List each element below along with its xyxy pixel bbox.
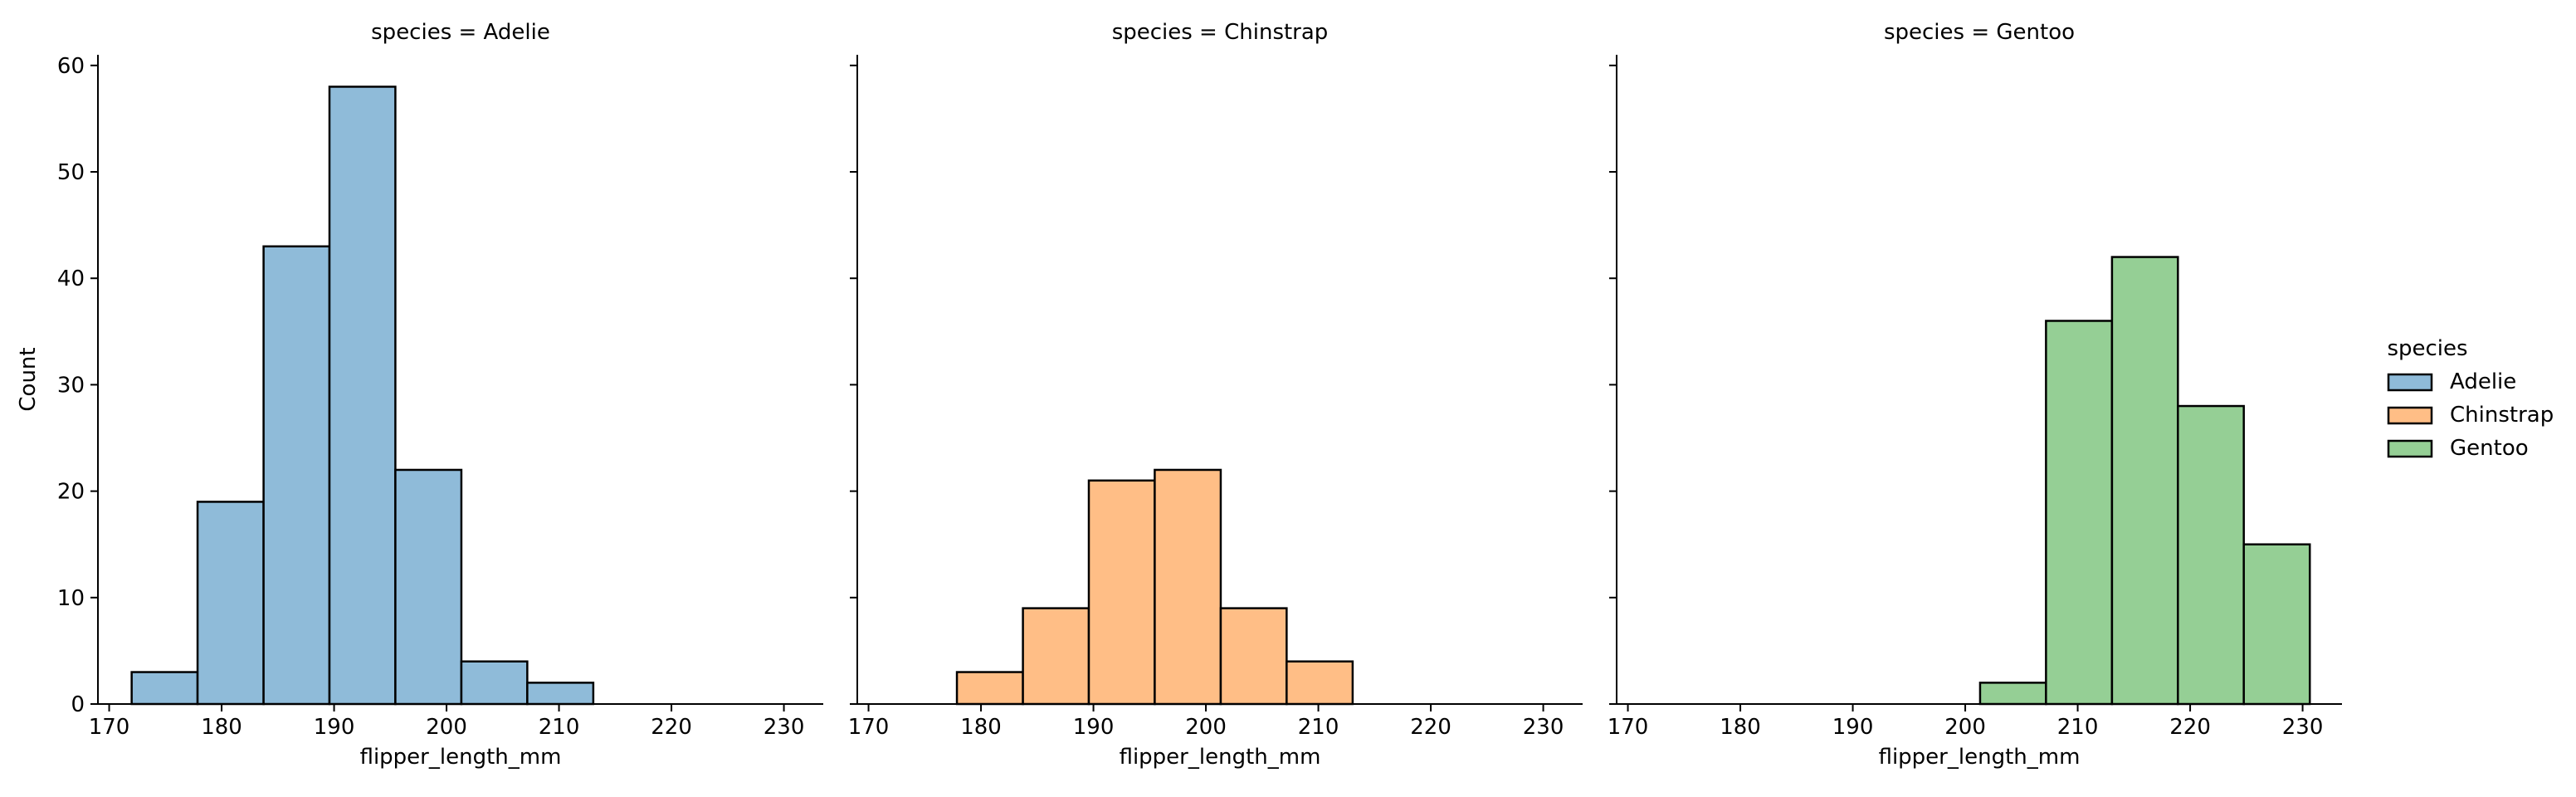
histogram-bar [262, 245, 331, 706]
x-tick-label: 230 [1523, 715, 1564, 740]
x-axis-label: flipper_length_mm [360, 745, 562, 770]
x-tick-label: 210 [1298, 715, 1339, 740]
y-axis-label: Count [16, 347, 41, 411]
y-tick-label: 20 [57, 480, 85, 505]
histogram-bar [1087, 479, 1156, 706]
histogram-bar [1022, 607, 1090, 706]
x-tick-label: 170 [89, 715, 130, 740]
legend-item-chinstrap: Chinstrap [2387, 403, 2554, 428]
histogram-bar [2242, 543, 2311, 706]
panel-title: species = Adelie [371, 20, 550, 45]
panel-title: species = Chinstrap [1112, 20, 1329, 45]
x-tick-label: 200 [426, 715, 467, 740]
panel-gentoo: species = Gentoo 170 180 190 200 210 220 230 fli… [1608, 20, 2342, 770]
y-tick-label: 10 [57, 586, 85, 611]
x-axis-label: flipper_length_mm [1879, 745, 2081, 770]
legend-item-gentoo: Gentoo [2387, 436, 2529, 461]
panel-title: species = Gentoo [1884, 20, 2075, 45]
x-tick-label: 180 [1720, 715, 1761, 740]
x-tick-label: 190 [1073, 715, 1115, 740]
x-tick-label: 230 [2282, 715, 2324, 740]
y-tick-label: 50 [57, 160, 85, 185]
histogram-bar [1978, 682, 2047, 706]
x-tick-label: 190 [1832, 715, 1874, 740]
x-tick-label: 210 [2057, 715, 2099, 740]
legend-title: species [2387, 336, 2467, 361]
histogram-bar [955, 671, 1024, 706]
legend-swatch [2387, 439, 2433, 458]
histogram-bar [2045, 320, 2114, 706]
y-tick-label: 40 [57, 266, 85, 291]
histogram-bar [328, 86, 397, 706]
x-tick-label: 220 [2169, 715, 2211, 740]
legend-label: Chinstrap [2450, 403, 2554, 428]
histogram-bar [1154, 468, 1222, 706]
histogram-bar [460, 660, 529, 706]
histogram-bar [394, 468, 463, 706]
histogram-bar [2110, 256, 2179, 706]
x-axis-label: flipper_length_mm [1120, 745, 1321, 770]
panel-chinstrap: species = Chinstrap 170 180 190 200 210 220 230… [848, 20, 1583, 770]
legend-swatch [2387, 373, 2433, 392]
x-tick-label: 200 [1944, 715, 1986, 740]
x-tick-label: 190 [314, 715, 355, 740]
y-tick-label: 0 [71, 692, 85, 717]
legend: species Adelie Chinstrap Gentoo [2387, 336, 2554, 461]
x-tick-label: 220 [651, 715, 692, 740]
x-tick-label: 180 [960, 715, 1002, 740]
x-tick-label: 230 [764, 715, 805, 740]
panels-group: species = Adelie 170 180 190 200 210 220 230 0 10… [16, 20, 2342, 770]
histogram-bar [1219, 607, 1288, 706]
x-tick-label: 200 [1185, 715, 1227, 740]
x-tick-label: 210 [539, 715, 580, 740]
x-tick-label: 170 [1608, 715, 1649, 740]
y-tick-label: 60 [57, 54, 85, 79]
histogram-bar [2177, 404, 2245, 706]
legend-label: Gentoo [2450, 436, 2529, 461]
x-tick-label: 220 [1410, 715, 1451, 740]
histogram-bar [526, 682, 595, 706]
x-tick-label: 170 [848, 715, 890, 740]
legend-label: Adelie [2450, 369, 2516, 394]
panel-adelie: species = Adelie 170 180 190 200 210 220 230 0 10… [16, 20, 823, 770]
legend-item-adelie: Adelie [2387, 369, 2516, 394]
x-tick-label: 180 [201, 715, 242, 740]
histogram-bar [196, 501, 265, 706]
legend-swatch [2387, 406, 2433, 425]
y-tick-label: 30 [57, 373, 85, 398]
histogram-bar [130, 671, 199, 706]
histogram-bar [1286, 660, 1354, 706]
